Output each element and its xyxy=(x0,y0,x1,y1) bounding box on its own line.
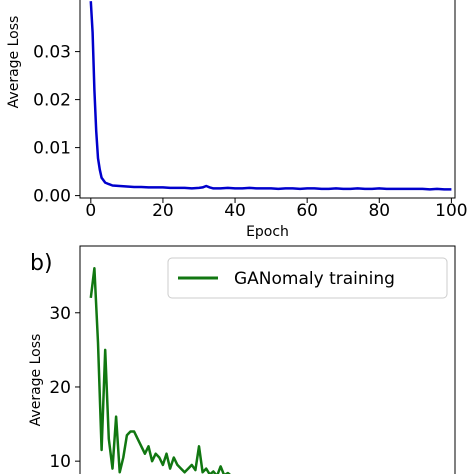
chart-panel-2: 10 20 30 Average Loss b) GANomaly training xyxy=(28,245,456,474)
x-tick-label: 80 xyxy=(368,201,390,221)
panel-label: b) xyxy=(30,251,53,276)
plot-frame xyxy=(79,0,456,199)
y-axis-title: Average Loss xyxy=(28,334,44,427)
legend-label: GANomaly training xyxy=(234,269,395,289)
series-line-1 xyxy=(89,1,452,191)
y-tick-label: 0.02 xyxy=(33,91,71,111)
chart-panel-1: 0.00 0.01 0.02 0.03 0 20 40 60 80 100 Average Loss… xyxy=(6,0,468,240)
x-tick-label: 100 xyxy=(435,201,467,221)
y-tick-label: 10 xyxy=(49,452,71,472)
y-axis-title: Average Loss xyxy=(6,16,22,109)
plot-frame xyxy=(79,245,456,474)
x-tick-label: 20 xyxy=(152,201,174,221)
y-tick-label: 0.01 xyxy=(33,139,71,159)
y-tick-label: 30 xyxy=(49,304,71,324)
y-tick-label: 20 xyxy=(49,378,71,398)
legend-box xyxy=(167,257,448,299)
x-tick-label: 0 xyxy=(85,201,96,221)
y-tick-label: 0.00 xyxy=(33,187,71,207)
x-tick-label: 40 xyxy=(224,201,246,221)
x-axis-title: Epoch xyxy=(246,224,289,240)
y-tick-label: 0.03 xyxy=(33,43,71,63)
x-tick-label: 60 xyxy=(296,201,318,221)
series-line-1 xyxy=(89,267,231,474)
